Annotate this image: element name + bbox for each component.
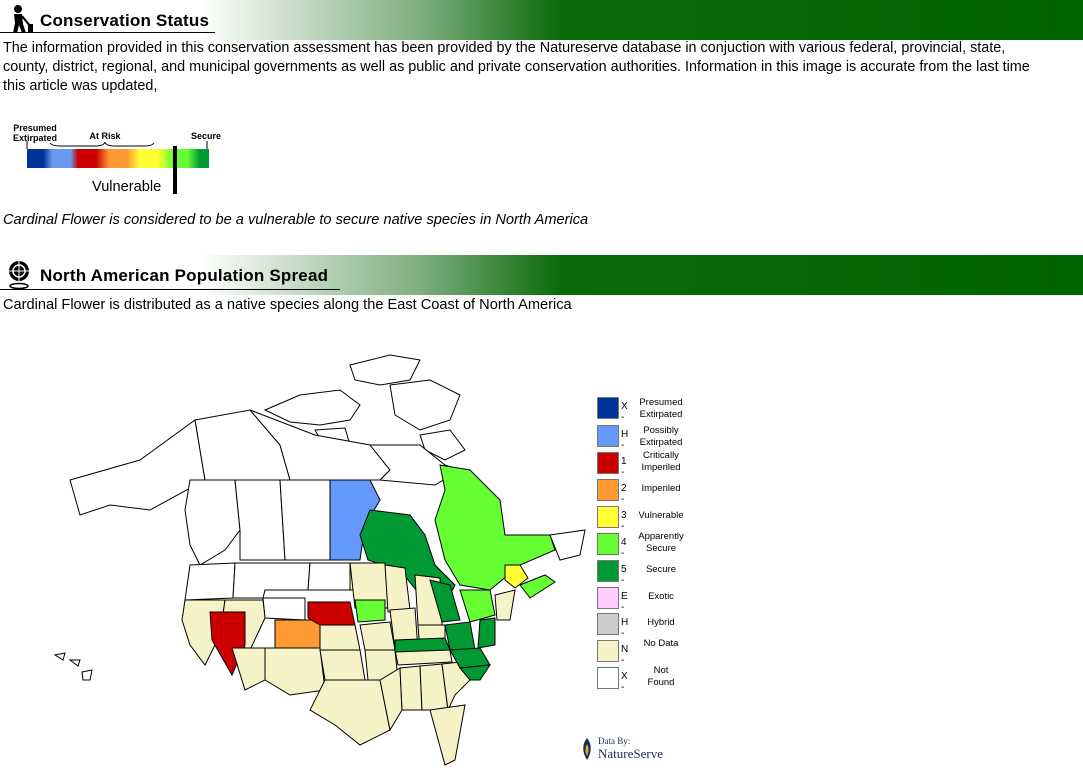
legend-code: E - bbox=[621, 591, 628, 613]
status-scale-bar bbox=[27, 149, 209, 168]
legend-swatch bbox=[597, 397, 619, 419]
legend-swatch bbox=[597, 425, 619, 447]
legend-label: Not Found bbox=[647, 665, 675, 688]
legend-label: No Data bbox=[643, 638, 679, 649]
legend-code: H - bbox=[621, 429, 629, 451]
legend-code: H - bbox=[621, 617, 629, 639]
scale-label-at-risk: At Risk bbox=[89, 131, 121, 141]
credit-org: NatureServe bbox=[598, 746, 663, 761]
legend-code: X - bbox=[621, 401, 628, 423]
conservation-status-header: Conservation Status bbox=[0, 0, 1083, 40]
legend-label: Presumed Extirpated bbox=[639, 397, 683, 420]
hiker-icon bbox=[13, 5, 33, 33]
scale-label-secure: Secure bbox=[190, 131, 222, 141]
status-marker-label: Vulnerable bbox=[92, 179, 162, 195]
legend-code: 4 - bbox=[621, 537, 627, 559]
legend-label: Possibly Extirpated bbox=[639, 425, 683, 448]
natureserve-logo-icon bbox=[583, 738, 591, 760]
section-title: North American Population Spread bbox=[40, 266, 329, 285]
section-title: Conservation Status bbox=[40, 11, 210, 30]
spread-paragraph: Cardinal Flower is distributed as a nati… bbox=[3, 297, 572, 313]
legend-code: 2 - bbox=[621, 483, 627, 505]
legend-label: Imperiled bbox=[641, 483, 681, 494]
legend-label: Critically Imperiled bbox=[641, 450, 681, 473]
legend-label: Exotic bbox=[648, 591, 674, 602]
legend-swatch bbox=[597, 613, 619, 635]
credit-by: Data By: bbox=[598, 736, 631, 746]
status-marker bbox=[173, 146, 177, 194]
legend-code: N - bbox=[621, 644, 629, 666]
intro-paragraph: The information provided in this conserv… bbox=[3, 40, 1030, 94]
legend-swatch bbox=[597, 587, 619, 609]
title-underline bbox=[0, 289, 340, 290]
title-underline bbox=[0, 32, 215, 33]
legend-label: Apparently Secure bbox=[638, 531, 684, 554]
legend-swatch bbox=[597, 667, 619, 689]
legend-label: Hybrid bbox=[647, 617, 675, 628]
legend-code: X - bbox=[621, 671, 628, 693]
legend-swatch bbox=[597, 479, 619, 501]
natureserve-credit: Data By: NatureServe bbox=[578, 736, 688, 766]
legend-code: 1 - bbox=[621, 456, 627, 478]
legend-swatch bbox=[597, 452, 619, 474]
legend-code: 3 - bbox=[621, 510, 627, 532]
legend-swatch bbox=[597, 506, 619, 528]
scale-brackets bbox=[26, 141, 208, 149]
legend-label: Vulnerable bbox=[638, 510, 684, 521]
legend-swatch bbox=[597, 640, 619, 662]
globe-pin-icon bbox=[9, 261, 29, 289]
scale-label-presumed-extirpated: Presumed Extirpated bbox=[12, 123, 57, 143]
population-spread-header: North American Population Spread bbox=[0, 255, 1083, 295]
legend-label: Secure bbox=[645, 564, 677, 575]
legend-code: 5 - bbox=[621, 564, 627, 586]
north-america-map bbox=[53, 354, 586, 766]
legend-swatch bbox=[597, 560, 619, 582]
legend-swatch bbox=[597, 533, 619, 555]
status-caption: Cardinal Flower is considered to be a vu… bbox=[3, 212, 589, 228]
